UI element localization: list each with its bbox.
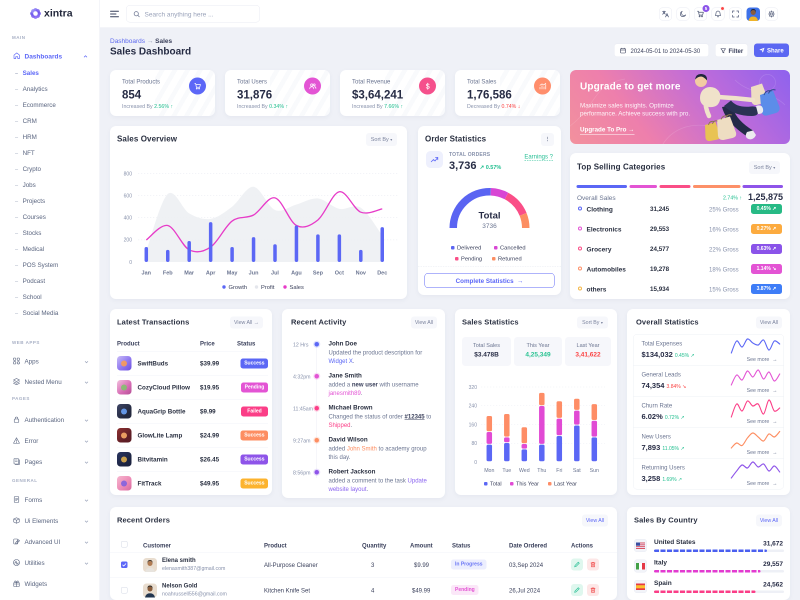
- svg-text:Jan: Jan: [142, 271, 152, 277]
- svg-text:Total: Total: [490, 482, 502, 488]
- svg-text:Delivered: Delivered: [457, 246, 481, 252]
- svg-text:600: 600: [124, 193, 133, 199]
- svg-text:Nov: Nov: [356, 271, 367, 277]
- svg-text:240: 240: [469, 404, 478, 410]
- svg-text:Pending: Pending: [461, 257, 482, 263]
- svg-text:0: 0: [474, 460, 477, 466]
- svg-text:Growth: Growth: [229, 285, 248, 291]
- svg-text:Jun: Jun: [249, 271, 259, 277]
- svg-text:May: May: [227, 271, 239, 277]
- svg-text:Oct: Oct: [335, 271, 344, 277]
- svg-text:Tue: Tue: [502, 468, 511, 474]
- svg-text:Mon: Mon: [484, 468, 494, 474]
- svg-text:Returned: Returned: [498, 257, 522, 263]
- svg-text:Agu: Agu: [291, 271, 302, 277]
- svg-text:Apr: Apr: [206, 271, 216, 277]
- svg-text:Profit: Profit: [261, 285, 275, 291]
- svg-text:200: 200: [124, 238, 133, 244]
- svg-text:Total: Total: [479, 211, 501, 222]
- svg-text:Sun: Sun: [590, 468, 599, 474]
- svg-text:Fri: Fri: [556, 468, 562, 474]
- svg-text:Jul: Jul: [271, 271, 279, 277]
- svg-text:320: 320: [469, 385, 478, 391]
- svg-text:Sales: Sales: [290, 285, 305, 291]
- svg-text:160: 160: [469, 422, 478, 428]
- svg-text:Wed: Wed: [519, 468, 530, 474]
- svg-text:400: 400: [124, 216, 133, 222]
- svg-text:80: 80: [471, 441, 477, 447]
- svg-text:Mar: Mar: [184, 271, 195, 277]
- svg-text:3736: 3736: [482, 223, 497, 230]
- svg-text:Sep: Sep: [313, 271, 324, 277]
- svg-text:0: 0: [129, 260, 132, 266]
- svg-text:800: 800: [124, 171, 133, 177]
- svg-text:Sat: Sat: [573, 468, 581, 474]
- svg-text:Dec: Dec: [377, 271, 387, 277]
- svg-text:Feb: Feb: [163, 271, 173, 277]
- svg-text:Cancelled: Cancelled: [500, 246, 526, 252]
- svg-text:This Year: This Year: [516, 482, 539, 488]
- svg-text:Last Year: Last Year: [554, 482, 577, 488]
- svg-text:Thu: Thu: [537, 468, 546, 474]
